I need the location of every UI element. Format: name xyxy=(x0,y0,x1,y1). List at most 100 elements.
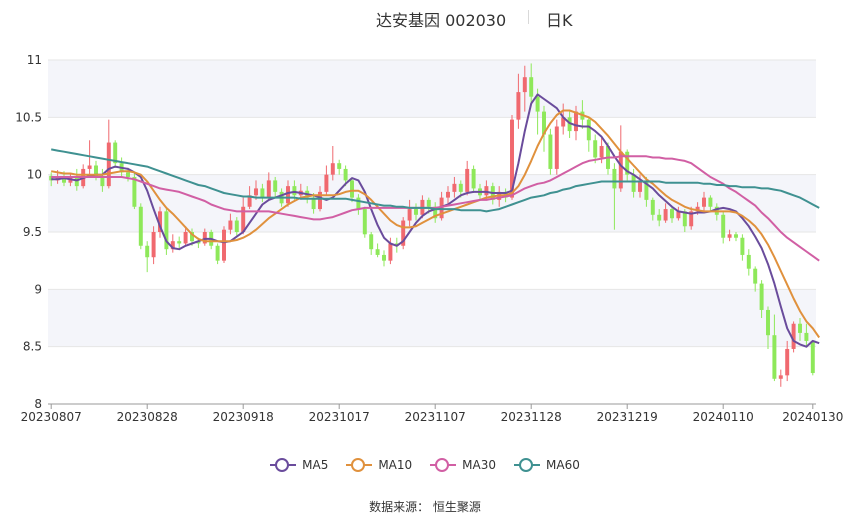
candle-body xyxy=(791,323,796,349)
candle-body xyxy=(554,126,559,169)
candle-body xyxy=(785,348,790,376)
candle-body xyxy=(215,245,220,261)
candle-body xyxy=(766,309,770,336)
candle-body xyxy=(222,229,226,261)
x-tick-label: 20230828 xyxy=(117,410,178,424)
candle-body xyxy=(465,168,470,192)
legend-marker-ma10 xyxy=(346,458,373,472)
candle-body xyxy=(650,199,655,215)
candle-body xyxy=(670,209,674,219)
candle-body xyxy=(350,180,354,198)
candle-body xyxy=(401,220,406,246)
legend-label-ma30: MA30 xyxy=(462,458,497,472)
candle-body xyxy=(375,249,380,255)
candle-body xyxy=(535,96,540,112)
candle-body xyxy=(708,197,713,207)
candle-body xyxy=(145,245,150,258)
candle-body xyxy=(625,151,630,175)
candle-body xyxy=(132,176,137,207)
candle-body xyxy=(727,234,732,238)
candle-body xyxy=(618,151,623,189)
ma-line-ma10 xyxy=(51,109,821,339)
candle-body xyxy=(798,323,802,333)
legend-item-ma30[interactable]: MA30 xyxy=(430,458,496,472)
candle-body xyxy=(548,134,553,169)
legend: MA5 MA10 MA30 MA60 xyxy=(0,458,850,472)
candle-body xyxy=(439,197,444,219)
y-tick-label: 11 xyxy=(27,53,42,67)
candle-body xyxy=(190,232,194,242)
candle-body xyxy=(516,92,521,120)
candle-body xyxy=(247,195,252,207)
x-tick-label: 20231128 xyxy=(501,410,562,424)
candle-body xyxy=(586,119,591,141)
candle-body xyxy=(426,199,431,207)
legend-marker-ma5 xyxy=(270,458,297,472)
candle-body xyxy=(721,214,726,238)
ma-line-ma60 xyxy=(51,148,820,213)
legend-label-ma5: MA5 xyxy=(302,458,329,472)
candle-body xyxy=(567,117,572,132)
candle-body xyxy=(746,254,751,269)
period-label: 日K xyxy=(546,11,573,30)
kline-chart[interactable]: 8 8.5 9 9.5 10 10.5 11 20230807 20230828 20230918… xyxy=(0,0,850,450)
candle-body xyxy=(292,186,297,196)
candle-body xyxy=(772,335,777,379)
legend-item-ma10[interactable]: MA10 xyxy=(346,458,412,472)
candle-body xyxy=(324,174,329,192)
candle-body xyxy=(228,220,233,230)
legend-item-ma60[interactable]: MA60 xyxy=(514,458,580,472)
x-tick-label: 20230807 xyxy=(21,410,82,424)
candle-body xyxy=(234,220,239,232)
candle-body xyxy=(599,146,604,158)
candle-body xyxy=(94,165,98,177)
chart-header: 达安基因 002030 日K xyxy=(0,0,850,34)
candle-body xyxy=(471,168,476,189)
candle-body xyxy=(689,211,694,227)
candle-body xyxy=(561,117,566,127)
grid-band xyxy=(48,60,816,118)
candle-body xyxy=(337,163,342,169)
legend-marker-ma60 xyxy=(514,458,541,472)
candle-body xyxy=(126,172,130,177)
legend-item-ma5[interactable]: MA5 xyxy=(270,458,328,472)
candle-body xyxy=(362,209,367,235)
candle-body xyxy=(695,206,700,212)
ma-line-ma30 xyxy=(51,155,820,262)
candle-body xyxy=(177,241,182,244)
legend-marker-ma30 xyxy=(430,458,457,472)
candle-body xyxy=(164,211,169,250)
chart-title: 达安基因 002030 xyxy=(376,11,507,30)
x-tick-label: 20240110 xyxy=(693,410,754,424)
candle-body xyxy=(260,188,265,198)
candle-body xyxy=(356,197,361,210)
candle-body xyxy=(369,234,374,250)
candle-body xyxy=(593,140,598,158)
title-separator xyxy=(528,10,529,24)
candle-body xyxy=(657,214,662,221)
y-tick-label: 8.5 xyxy=(23,340,42,354)
candle-body xyxy=(196,241,201,244)
candle-body xyxy=(49,175,54,181)
candle-body xyxy=(663,209,668,221)
candle-body xyxy=(804,332,809,341)
candle-body xyxy=(113,142,118,164)
candle-body xyxy=(778,375,783,379)
candle-body xyxy=(62,176,66,183)
candle-body xyxy=(458,183,463,192)
candle-body xyxy=(311,197,316,210)
candle-body xyxy=(702,197,706,207)
data-source: 数据来源： 恒生聚源 xyxy=(369,500,481,514)
candle-body xyxy=(286,186,290,204)
x-tick-label: 20240130 xyxy=(782,410,843,424)
candle-body xyxy=(343,168,348,181)
candle-body xyxy=(330,163,335,175)
y-tick-label: 9 xyxy=(34,282,42,296)
candle-body xyxy=(273,180,278,192)
y-tick-label: 10 xyxy=(27,168,42,182)
candle-body xyxy=(266,180,271,198)
y-tick-label: 10.5 xyxy=(15,110,42,124)
candle-body xyxy=(452,183,457,192)
candle-body xyxy=(388,243,393,261)
candle-body xyxy=(510,119,514,198)
